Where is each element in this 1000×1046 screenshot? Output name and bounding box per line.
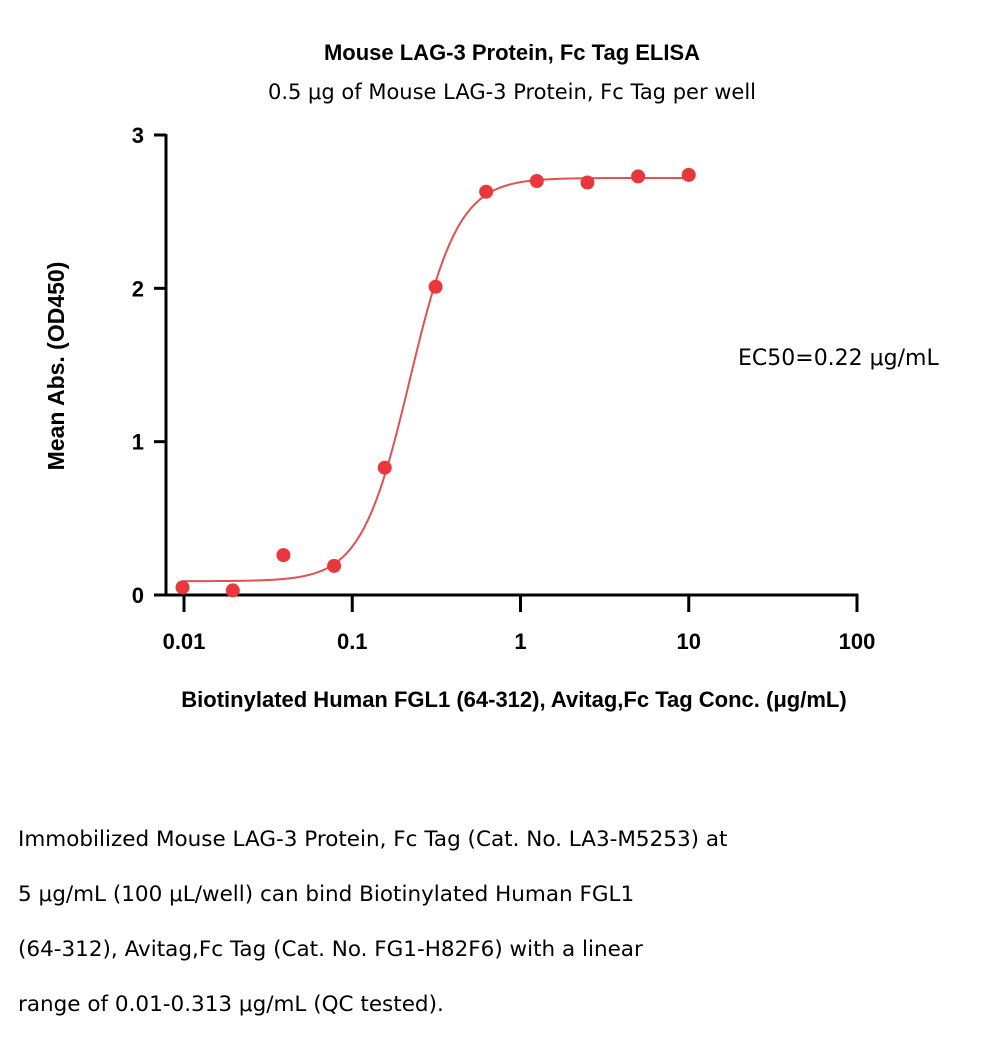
caption-line-2: 5 μg/mL (100 μL/well) can bind Biotinyla… bbox=[18, 881, 635, 907]
caption-line-1: Immobilized Mouse LAG-3 Protein, Fc Tag … bbox=[18, 826, 728, 852]
data-point bbox=[276, 548, 291, 563]
fit-curve-group bbox=[182, 176, 689, 583]
x-tick-label: 0.01 bbox=[163, 629, 206, 654]
data-point bbox=[377, 460, 392, 475]
data-point bbox=[225, 583, 240, 598]
x-axis-label: Biotinylated Human FGL1 (64-312), Avitag… bbox=[181, 687, 846, 712]
x-tick-label: 100 bbox=[839, 629, 876, 654]
data-point bbox=[428, 279, 443, 294]
elisa-chart: Mouse LAG-3 Protein, Fc Tag ELISA 0.5 μg… bbox=[43, 40, 939, 712]
y-tick-label: 0 bbox=[132, 583, 144, 608]
x-tick-label: 10 bbox=[677, 629, 701, 654]
fit-curve bbox=[182, 176, 689, 583]
data-point bbox=[327, 558, 342, 573]
data-point bbox=[479, 184, 494, 199]
y-axis: 0 1 2 3 bbox=[132, 123, 168, 608]
figure-caption: Immobilized Mouse LAG-3 Protein, Fc Tag … bbox=[18, 798, 918, 1046]
data-point bbox=[529, 174, 544, 188]
data-points bbox=[175, 167, 696, 598]
caption-line-3: (64-312), Avitag,Fc Tag (Cat. No. FG1-H8… bbox=[18, 936, 643, 962]
y-tick-label: 1 bbox=[132, 430, 144, 455]
data-point bbox=[631, 169, 646, 184]
caption-line-4: range of 0.01-0.313 μg/mL (QC tested). bbox=[18, 991, 444, 1017]
data-point bbox=[580, 175, 595, 190]
data-point bbox=[681, 167, 696, 182]
chart-title: Mouse LAG-3 Protein, Fc Tag ELISA bbox=[324, 40, 700, 65]
ec50-annotation: EC50=0.22 μg/mL bbox=[738, 346, 939, 371]
y-tick-label: 2 bbox=[132, 276, 144, 301]
chart-subtitle: 0.5 μg of Mouse LAG-3 Protein, Fc Tag pe… bbox=[268, 80, 756, 104]
data-point bbox=[175, 580, 190, 595]
x-tick-label: 0.1 bbox=[337, 629, 368, 654]
y-tick-label: 3 bbox=[132, 123, 144, 148]
x-axis: 0.01 0.1 1 10 100 bbox=[163, 593, 876, 654]
x-tick-label: 1 bbox=[514, 629, 526, 654]
y-axis-label: Mean Abs. (OD450) bbox=[43, 262, 69, 471]
